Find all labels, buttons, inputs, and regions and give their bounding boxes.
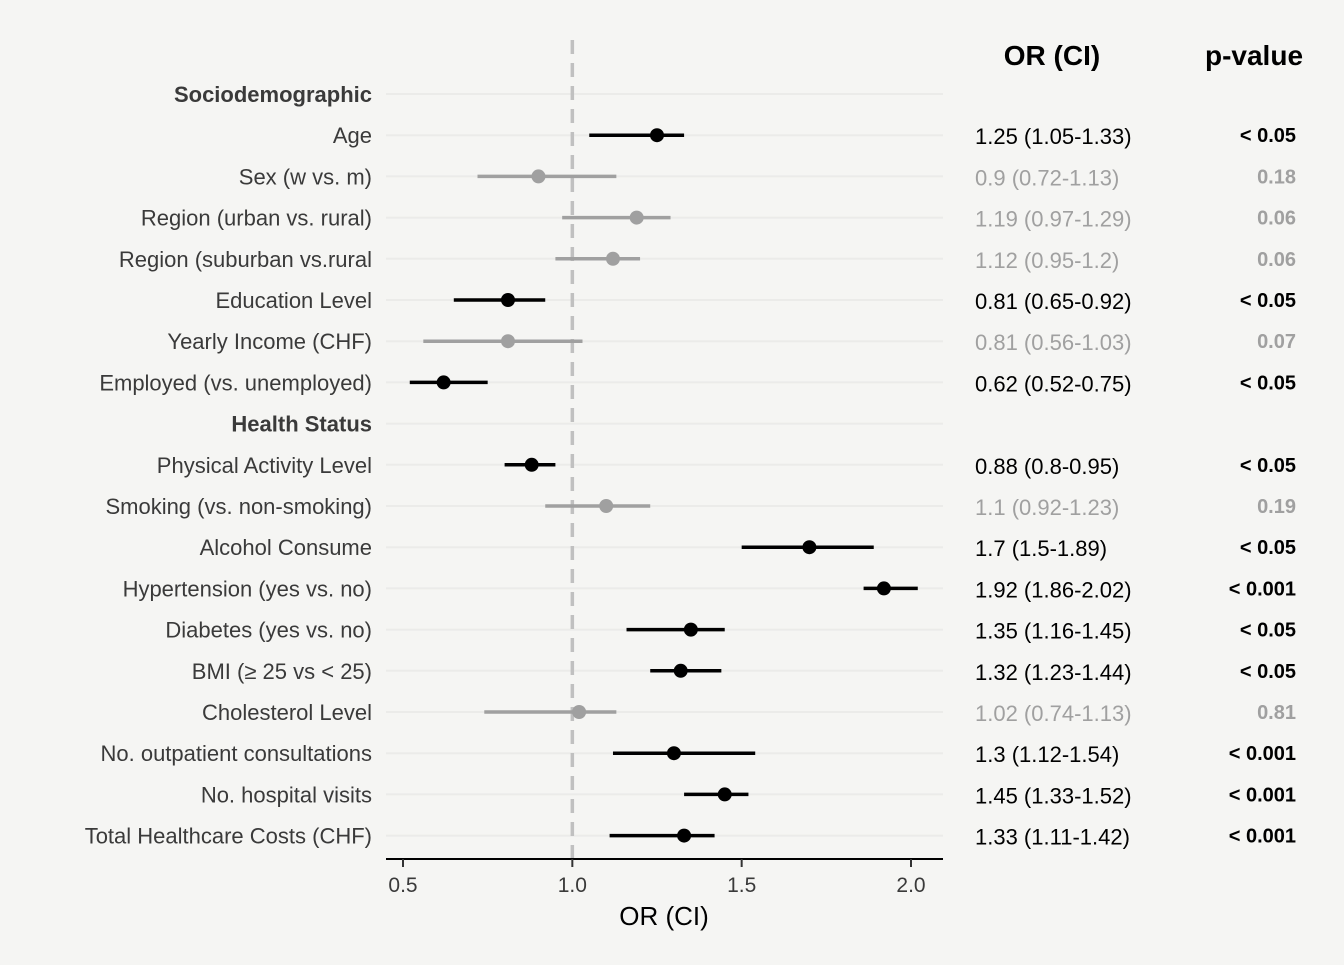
row-label-education-level: Education Level	[215, 288, 372, 313]
row-label-employed-vs-unemployed: Employed (vs. unemployed)	[99, 370, 372, 395]
x-axis-title: OR (CI)	[619, 901, 709, 931]
or-ci-value-smoking-vs-non-smoking: 1.1 (0.92-1.23)	[975, 495, 1119, 520]
row-label-cholesterol-level: Cholesterol Level	[202, 700, 372, 725]
or-point-alcohol-consume	[802, 540, 817, 555]
or-point-sex-w-vs-m	[531, 169, 546, 184]
row-label-smoking-vs-non-smoking: Smoking (vs. non-smoking)	[105, 494, 372, 519]
row-label-no-hospital-visits: No. hospital visits	[201, 782, 372, 807]
p-value-total-healthcare-costs-chf: < 0.001	[1229, 826, 1296, 848]
or-point-smoking-vs-non-smoking	[599, 499, 614, 513]
or-point-physical-activity-level	[524, 457, 539, 472]
row-label-region-urban-vs-rural: Region (urban vs. rural)	[141, 206, 372, 231]
or-point-diabetes-yes-vs-no	[683, 622, 698, 637]
p-value-region-suburban-vs-rural: 0.06	[1257, 249, 1296, 271]
or-point-hypertension-yes-vs-no	[876, 581, 891, 596]
p-value-cholesterol-level: 0.81	[1257, 702, 1296, 724]
or-ci-value-diabetes-yes-vs-no: 1.35 (1.16-1.45)	[975, 619, 1132, 644]
row-label-diabetes-yes-vs-no: Diabetes (yes vs. no)	[165, 618, 372, 643]
or-point-region-urban-vs-rural	[629, 210, 644, 225]
or-point-employed-vs-unemployed	[436, 375, 451, 390]
p-value-diabetes-yes-vs-no: < 0.05	[1240, 620, 1296, 642]
or-ci-value-no-hospital-visits: 1.45 (1.33-1.52)	[975, 783, 1132, 808]
or-point-no-outpatient-consultations	[666, 746, 681, 761]
table-header-p-value: p-value	[1205, 40, 1303, 71]
x-tick-label-0: 0.5	[388, 874, 417, 897]
or-ci-value-yearly-income-chf: 0.81 (0.56-1.03)	[975, 330, 1132, 355]
row-label-alcohol-consume: Alcohol Consume	[200, 535, 372, 560]
group-header-health-status: Health Status	[231, 412, 372, 437]
row-label-yearly-income-chf: Yearly Income (CHF)	[167, 329, 372, 354]
grid-layer	[386, 93, 943, 837]
or-ci-value-alcohol-consume: 1.7 (1.5-1.89)	[975, 536, 1107, 561]
row-label-hypertension-yes-vs-no: Hypertension (yes vs. no)	[123, 576, 372, 601]
p-value-yearly-income-chf: 0.07	[1257, 331, 1296, 353]
or-point-region-suburban-vs-rural	[605, 251, 620, 266]
row-label-physical-activity-level: Physical Activity Level	[157, 453, 372, 478]
p-value-hypertension-yes-vs-no: < 0.001	[1229, 578, 1296, 600]
or-point-total-healthcare-costs-chf	[677, 828, 692, 843]
or-point-education-level	[500, 293, 515, 307]
p-value-region-urban-vs-rural: 0.06	[1257, 208, 1296, 230]
p-value-bmi-25-vs-25: < 0.05	[1240, 661, 1296, 683]
or-ci-value-cholesterol-level: 1.02 (0.74-1.13)	[975, 701, 1132, 726]
table-header-or-ci: OR (CI)	[1004, 40, 1100, 71]
p-value-education-level: < 0.05	[1240, 290, 1296, 312]
or-ci-value-bmi-25-vs-25: 1.32 (1.23-1.44)	[975, 660, 1132, 685]
or-ci-value-no-outpatient-consultations: 1.3 (1.12-1.54)	[975, 742, 1119, 767]
row-label-sex-w-vs-m: Sex (w vs. m)	[239, 164, 372, 189]
or-ci-value-region-urban-vs-rural: 1.19 (0.97-1.29)	[975, 207, 1132, 232]
or-point-age	[650, 128, 664, 143]
row-label-total-healthcare-costs-chf: Total Healthcare Costs (CHF)	[85, 824, 372, 849]
marks-layer	[409, 128, 918, 843]
or-point-bmi-25-vs-25	[673, 663, 688, 678]
row-label-bmi-25-vs-25: BMI (≥ 25 vs < 25)	[192, 659, 372, 684]
group-header-sociodemographic: Sociodemographic	[174, 82, 372, 107]
or-point-cholesterol-level	[572, 705, 587, 719]
or-ci-value-age: 1.25 (1.05-1.33)	[975, 124, 1132, 149]
or-ci-value-employed-vs-unemployed: 0.62 (0.52-0.75)	[975, 371, 1132, 396]
x-axis: OR (CI) 0.5 1.0 1.5 2.0	[386, 858, 943, 931]
or-ci-value-physical-activity-level: 0.88 (0.8-0.95)	[975, 454, 1119, 479]
x-tick-label-2: 1.5	[727, 874, 756, 897]
p-value-physical-activity-level: < 0.05	[1240, 455, 1296, 477]
p-value-sex-w-vs-m: 0.18	[1257, 166, 1296, 188]
or-ci-value-total-healthcare-costs-chf: 1.33 (1.11-1.42)	[975, 825, 1130, 850]
x-tick-label-1: 1.0	[558, 874, 587, 897]
p-value-no-hospital-visits: < 0.001	[1229, 784, 1296, 806]
row-label-region-suburban-vs-rural: Region (suburban vs.rural	[119, 247, 372, 272]
or-ci-value-sex-w-vs-m: 0.9 (0.72-1.13)	[975, 165, 1119, 190]
p-value-no-outpatient-consultations: < 0.001	[1229, 743, 1296, 765]
p-value-age: < 0.05	[1240, 125, 1296, 147]
results-table: OR (CI) p-value 1.25 (1.05-1.33) < 0.05 0.…	[975, 40, 1303, 850]
or-ci-value-region-suburban-vs-rural: 1.12 (0.95-1.2)	[975, 248, 1119, 273]
row-labels: Sociodemographic Age Sex (w vs. m) Region (…	[85, 82, 372, 849]
or-ci-value-hypertension-yes-vs-no: 1.92 (1.86-2.02)	[975, 577, 1132, 602]
p-value-alcohol-consume: < 0.05	[1240, 537, 1296, 559]
x-tick-label-3: 2.0	[896, 874, 925, 897]
or-ci-value-education-level: 0.81 (0.65-0.92)	[975, 289, 1132, 314]
p-value-employed-vs-unemployed: < 0.05	[1240, 372, 1296, 394]
row-label-no-outpatient-consultations: No. outpatient consultations	[100, 741, 372, 766]
or-point-yearly-income-chf	[500, 334, 515, 349]
row-label-age: Age	[333, 123, 372, 148]
or-point-no-hospital-visits	[717, 787, 732, 802]
p-value-smoking-vs-non-smoking: 0.19	[1257, 496, 1296, 518]
